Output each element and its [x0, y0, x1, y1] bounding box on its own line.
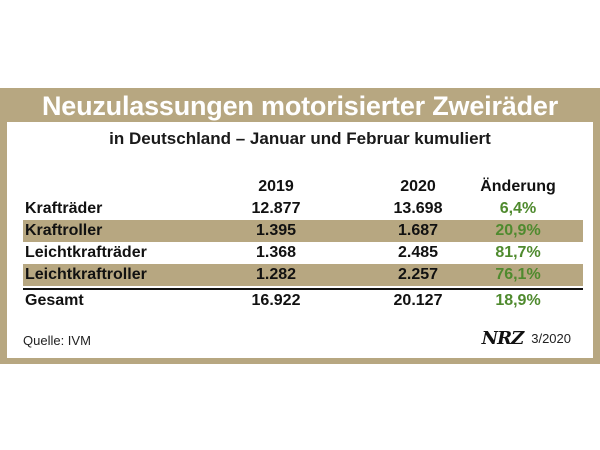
- header-change: Änderung: [480, 178, 556, 195]
- table-total-row: Gesamt 16.922 20.127 18,9%: [23, 288, 583, 312]
- chart-subtitle: in Deutschland – Januar und Februar kumu…: [109, 129, 491, 148]
- value-change: 20,9%: [495, 222, 541, 239]
- issue-date: 3/2020: [531, 331, 571, 346]
- value-2020: 2.257: [397, 266, 439, 283]
- value-change: 6,4%: [499, 200, 537, 217]
- value-2020: 13.698: [393, 200, 443, 217]
- value-2019: 12.877: [251, 200, 301, 217]
- row-label: Krafträder: [25, 200, 103, 217]
- row-label: Kraftroller: [25, 222, 103, 239]
- total-label: Gesamt: [25, 292, 84, 309]
- table-row: Kraftroller 1.395 1.687 20,9%: [23, 220, 583, 242]
- table-row: Krafträder 12.877 13.698 6,4%: [23, 198, 583, 220]
- value-change: 81,7%: [495, 244, 541, 261]
- data-table: 2019 2020 Änderung Krafträder 12.877 13.…: [23, 176, 583, 312]
- total-change: 18,9%: [495, 292, 541, 309]
- value-2019: 1.282: [255, 266, 297, 283]
- value-change: 76,1%: [495, 266, 541, 283]
- nrz-logo: NRZ: [481, 328, 525, 349]
- header-2020: 2020: [400, 178, 436, 195]
- chart-title: Neuzulassungen motorisierter Zweiräder: [41, 91, 559, 121]
- table-header-row: 2019 2020 Änderung: [23, 176, 583, 198]
- row-label: Leichtkrafträder: [25, 244, 147, 261]
- table-row: Leichtkraftroller 1.282 2.257 76,1%: [23, 264, 583, 286]
- row-label: Leichtkraftroller: [25, 266, 147, 283]
- value-2019: 1.368: [255, 244, 297, 261]
- value-2020: 1.687: [397, 222, 439, 239]
- footer-brand: NRZ 3/2020: [482, 328, 571, 349]
- table-row: Leichtkrafträder 1.368 2.485 81,7%: [23, 242, 583, 264]
- value-2020: 2.485: [397, 244, 439, 261]
- total-2020: 20.127: [393, 292, 443, 309]
- infographic-card: Neuzulassungen motorisierter Zweiräder i…: [0, 88, 600, 364]
- total-2019: 16.922: [251, 292, 301, 309]
- header-2019: 2019: [258, 178, 294, 195]
- table-panel: in Deutschland – Januar und Februar kumu…: [7, 122, 593, 358]
- source-note: Quelle: IVM: [23, 333, 91, 348]
- value-2019: 1.395: [255, 222, 297, 239]
